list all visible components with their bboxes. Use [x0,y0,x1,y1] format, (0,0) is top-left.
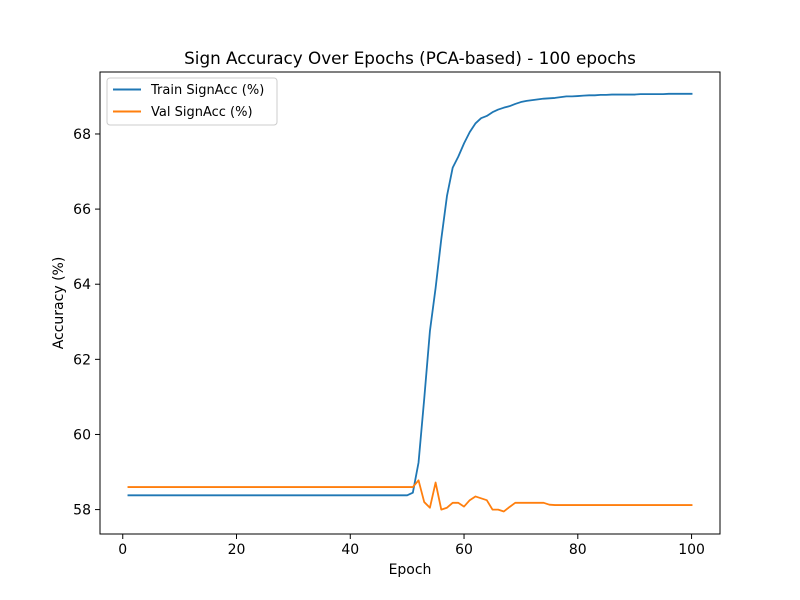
x-axis-label: Epoch [389,562,432,578]
y-axis-label: Accuracy (%) [51,257,67,350]
y-tick-label: 64 [73,277,91,293]
legend-box [106,77,278,126]
series-line-val [127,479,693,513]
legend-label-val: Val SignAcc (%) [151,105,253,120]
x-tick-label: 40 [341,542,359,558]
series-line-train [127,92,693,497]
axes-frame [99,71,721,535]
legend-label-train: Train SignAcc (%) [150,83,264,98]
y-tick-label: 62 [73,352,91,368]
x-tick-label: 0 [118,542,127,558]
plot-area [127,92,693,513]
y-tick-label: 66 [73,202,91,218]
chart-title: Sign Accuracy Over Epochs (PCA-based) - … [184,48,636,68]
y-tick-label: 60 [73,427,91,443]
x-tick-label: 60 [455,542,473,558]
x-tick-label: 80 [569,542,587,558]
legend: Train SignAcc (%) Val SignAcc (%) [106,77,278,126]
x-tick-label: 20 [228,542,246,558]
y-tick-label: 58 [73,503,91,519]
y-tick-label: 68 [73,127,91,143]
x-tick-label: 100 [678,542,705,558]
axis-ticks: 0 20 40 60 80 100 58 60 62 64 66 68 [73,127,705,558]
